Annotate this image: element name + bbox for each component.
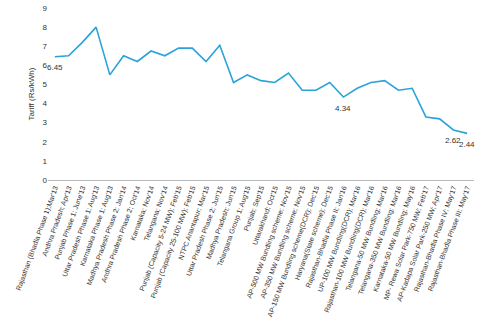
- svg-text:NTPC Anantapur; Mar'15: NTPC Anantapur; Mar'15: [177, 185, 211, 261]
- svg-text:Karnataka Phase 1; Aug'13: Karnataka Phase 1; Aug'13: [79, 185, 115, 267]
- svg-text:Rajasthan-Bhadla Phase IV; May: Rajasthan-Bhadla Phase IV; May'17: [413, 185, 459, 293]
- svg-text:Karnataka-50 MW Bundling; May': Karnataka-50 MW Bundling; May'16: [372, 185, 418, 293]
- svg-text:Punjab (Capacity 25-100 MW); F: Punjab (Capacity 25-100 MW); Feb'15: [149, 185, 197, 300]
- svg-text:Uttar Pradesh Phase 1; Aug'13: Uttar Pradesh Phase 1; Aug'13: [61, 185, 101, 278]
- svg-text:Rajasthan (Bhadla Phase 1);Mar: Rajasthan (Bhadla Phase 1);Mar'13: [15, 185, 60, 292]
- svg-text:Karnataka; Nov'14: Karnataka; Nov'14: [129, 185, 155, 241]
- svg-text:7: 7: [43, 42, 48, 51]
- svg-text:Punjab (Capacity 5-24 MW); Feb: Punjab (Capacity 5-24 MW); Feb'15: [138, 185, 184, 292]
- svg-text:AP-Kadapa Solar Park-250 MW; A: AP-Kadapa Solar Park-250 MW; Apr'17: [395, 185, 444, 303]
- svg-text:2.44: 2.44: [459, 140, 475, 149]
- svg-text:9: 9: [43, 4, 48, 13]
- svg-text:AP-500 MW Bundling scheme; Nov: AP-500 MW Bundling scheme; Nov'15: [245, 185, 293, 300]
- svg-text:4: 4: [43, 99, 48, 108]
- svg-text:Telangana; Nov'14: Telangana; Nov'14: [143, 185, 170, 242]
- svg-text:1: 1: [43, 157, 48, 166]
- svg-text:Telangana-50 MW Bundling; Mar': Telangana-50 MW Bundling; Mar'16: [344, 185, 390, 292]
- svg-text:UP-100 MW Bundling(DCR); Mar'1: UP-100 MW Bundling(DCR); Mar'16: [316, 185, 362, 293]
- svg-text:Haryana(State scheme); Dec'15: Haryana(State scheme); Dec'15: [293, 185, 335, 281]
- svg-text:MP- Rewa Solar Park-750 MW; Fe: MP- Rewa Solar Park-750 MW; Feb'17: [382, 185, 430, 301]
- svg-text:Madhya Pradesh; Jun'15: Madhya Pradesh; Jun'15: [205, 185, 239, 260]
- svg-text:5: 5: [43, 80, 48, 89]
- svg-text:Punjab; Sep'15: Punjab; Sep'15: [242, 185, 266, 232]
- svg-text:Andhra Pradesh; Apr'13: Andhra Pradesh; Apr'13: [41, 185, 74, 257]
- svg-text:Telangana Group 1; Aug'15: Telangana Group 1; Aug'15: [216, 185, 252, 267]
- svg-text:Madhya Pradesh Phase 2; Jan'14: Madhya Pradesh Phase 2; Jan'14: [85, 185, 128, 286]
- svg-text:2: 2: [43, 138, 48, 147]
- svg-text:Rajasthan-Bhadla Phase III; Ma: Rajasthan-Bhadla Phase III; May'17: [427, 185, 473, 293]
- svg-text:Andhra Pradesh Phase 2; Oct'14: Andhra Pradesh Phase 2; Oct'14: [100, 185, 142, 283]
- svg-text:Uttarakhand; Oct'15: Uttarakhand; Oct'15: [251, 185, 279, 246]
- svg-text:Rajasthan-Bhadla Phase II; Jan: Rajasthan-Bhadla Phase II; Jan'16: [304, 185, 348, 289]
- svg-text:AP-350 MW Bundling scheme; Nov: AP-350 MW Bundling scheme; Nov'15: [259, 185, 307, 300]
- svg-text:3: 3: [43, 118, 48, 127]
- svg-text:Uttar Pradesh Phase 2; Jun'15: Uttar Pradesh Phase 2; Jun'15: [185, 185, 224, 277]
- svg-text:8: 8: [43, 23, 48, 32]
- svg-text:Telangana-350 MW Bundling; Mar: Telangana-350 MW Bundling; Mar'16: [357, 185, 404, 296]
- svg-text:Punjab Phase 1; June'13: Punjab Phase 1; June'13: [53, 185, 87, 261]
- svg-text:4.34: 4.34: [335, 104, 351, 113]
- svg-text:2.62: 2.62: [445, 136, 461, 145]
- svg-text:6: 6: [43, 61, 48, 70]
- svg-text:6.45: 6.45: [47, 63, 63, 72]
- svg-text:Rajasthan-100 MW Bundling(DCR): Rajasthan-100 MW Bundling(DCR); Mar'16: [323, 185, 376, 314]
- svg-text:AP-150 MW Bundling scheme(DCR): AP-150 MW Bundling scheme(DCR); Dec'15: [266, 185, 321, 318]
- svg-text:0: 0: [43, 176, 48, 185]
- svg-text:Tariff (Rs/kWh): Tariff (Rs/kWh): [27, 67, 36, 120]
